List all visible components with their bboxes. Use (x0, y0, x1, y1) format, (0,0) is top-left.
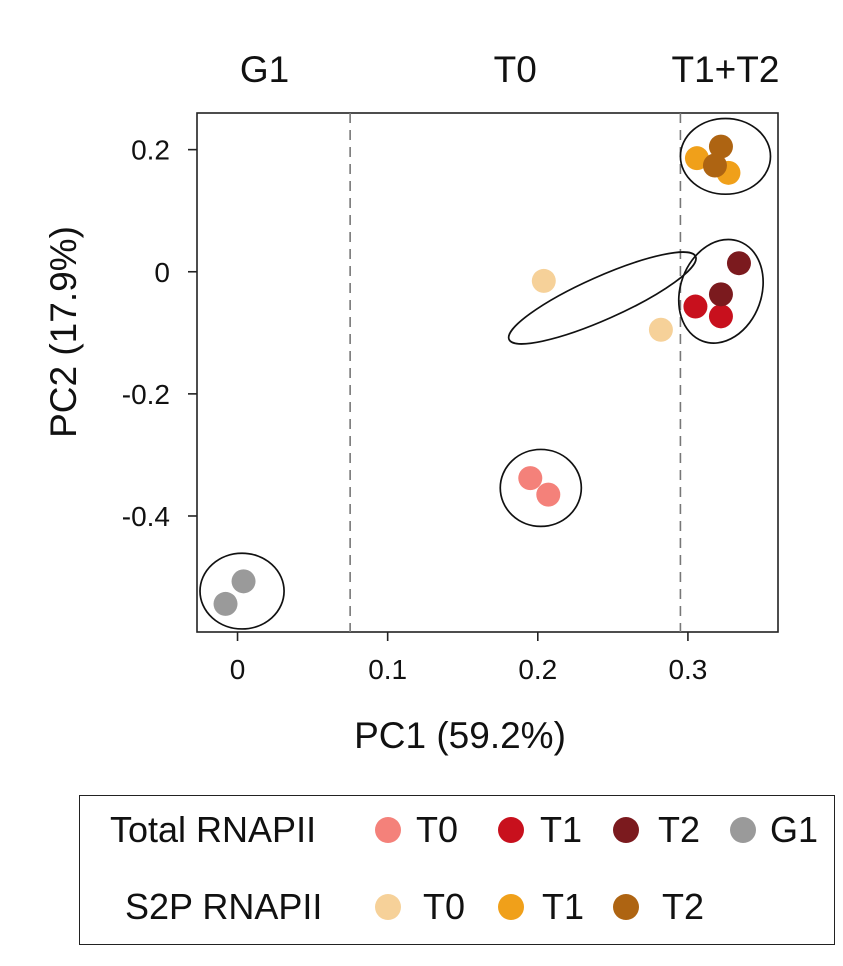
data-points (213, 134, 751, 616)
cluster-ellipses (199, 117, 772, 630)
pca-scatter-plot: 0 0.1 0.2 0.3 0.2 0 -0.2 -0.4 G1 T0 T1+T2 PC1 (5… (43, 49, 780, 756)
x-axis-ticks: 0 0.1 0.2 0.3 (230, 632, 707, 685)
legend-row-s2p-rnapii: S2P RNAPII T0 T1 T2 (80, 882, 834, 932)
point-total-t1-1 (708, 304, 733, 329)
legend-swatch-s2p-t2 (613, 894, 639, 920)
point-s2p-t0-0 (531, 268, 556, 293)
cluster-ellipse-2 (507, 251, 697, 345)
point-s2p-t1-0 (684, 146, 709, 171)
phase-label-g1: G1 (240, 49, 289, 90)
x-tick-label: 0.1 (368, 654, 407, 685)
x-axis-label: PC1 (59.2%) (354, 715, 566, 756)
point-s2p-t0-1 (648, 317, 673, 342)
cluster-ellipse-1 (499, 448, 583, 528)
phase-label-t0: T0 (494, 49, 537, 90)
legend-row-total-rnapii: Total RNAPII T0 T1 T2 G1 (80, 805, 834, 855)
point-total-t2-1 (726, 251, 751, 276)
x-tick-label: 0 (230, 654, 246, 685)
y-tick-label: 0 (154, 257, 170, 288)
phase-labels: G1 T0 T1+T2 (240, 49, 780, 90)
plot-area-frame (196, 112, 779, 633)
point-total-g1-0 (231, 569, 256, 594)
legend-swatch-total-g1 (730, 817, 756, 843)
phase-dividers (349, 113, 682, 632)
y-tick-label: 0.2 (131, 135, 170, 166)
legend: Total RNAPII T0 T1 T2 G1 S2P RNAPII T0 T… (79, 795, 835, 945)
legend-swatch-total-t1 (498, 817, 524, 843)
legend-label-s2p-t2: T2 (662, 886, 705, 927)
point-total-t1-0 (683, 294, 708, 319)
point-total-t0-0 (518, 466, 543, 491)
legend-swatch-total-t2 (613, 817, 639, 843)
y-tick-label: -0.2 (122, 379, 170, 410)
cluster-ellipse-3 (677, 238, 765, 344)
legend-label-s2p-t0: T0 (423, 886, 466, 927)
point-total-t0-1 (536, 482, 561, 507)
legend-swatch-s2p-t0 (375, 894, 401, 920)
legend-label-total-g1: G1 (770, 809, 819, 850)
y-tick-label: -0.4 (122, 501, 170, 532)
point-total-t2-0 (708, 282, 733, 307)
phase-label-t1-t2: T1+T2 (671, 49, 779, 90)
x-tick-label: 0.3 (668, 654, 707, 685)
y-axis-label: PC2 (17.9%) (43, 226, 84, 438)
point-s2p-t2-1 (702, 153, 727, 178)
legend-swatch-s2p-t1 (498, 894, 524, 920)
legend-label-s2p-t1: T1 (542, 886, 585, 927)
cluster-ellipse-4 (679, 117, 772, 196)
point-total-g1-1 (213, 591, 238, 616)
legend-swatch-total-t0 (375, 817, 401, 843)
x-tick-label: 0.2 (518, 654, 557, 685)
y-axis-ticks: 0.2 0 -0.2 -0.4 (122, 135, 197, 532)
legend-label-total-t0: T0 (416, 809, 459, 850)
legend-title-s2p-rnapii: S2P RNAPII (125, 886, 323, 927)
legend-label-total-t2: T2 (658, 809, 701, 850)
point-s2p-t2-0 (708, 134, 733, 159)
cluster-ellipse-0 (199, 552, 285, 630)
legend-label-total-t1: T1 (540, 809, 583, 850)
legend-title-total-rnapii: Total RNAPII (110, 809, 317, 850)
